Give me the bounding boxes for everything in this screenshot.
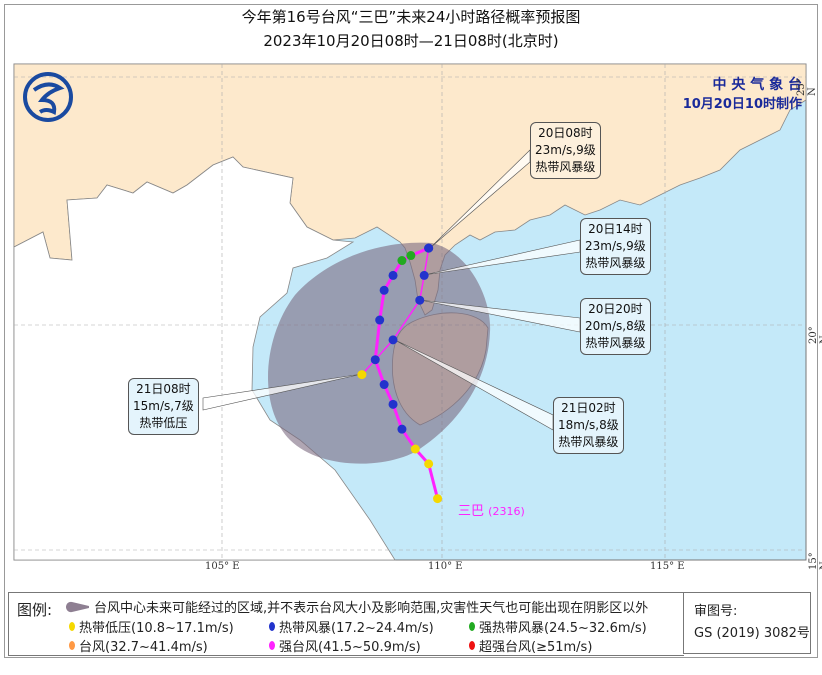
legend: 图例: 台风中心未来可能经过的区域,并不表示台风大小及影响范围,灾害性天气也可能… — [8, 592, 684, 656]
lat-label: 15° N — [808, 552, 822, 570]
legend-label: 热带低压(10.8~17.1m/s) — [79, 621, 234, 636]
typhoon-map — [13, 63, 807, 561]
tropical-storm-icon — [269, 622, 275, 631]
callout-wind: 23m/s,9级 — [535, 143, 596, 157]
legend-title: 图例: — [17, 601, 53, 619]
history-track-point — [375, 315, 385, 325]
history-track-point — [388, 399, 398, 409]
callout-category: 热带风暴级 — [558, 435, 619, 449]
approval-label: 审图号: — [694, 604, 738, 619]
probability-cone — [268, 242, 491, 464]
issue-time: 10月20日10时制作 — [682, 97, 802, 112]
lat-label: 25° N — [796, 78, 818, 96]
callout-wind: 18m/s,8级 — [558, 418, 619, 432]
history-track-point — [406, 251, 416, 261]
legend-item: 热带低压(10.8~17.1m/s) — [69, 617, 234, 636]
lon-label: 110° E — [428, 561, 463, 572]
callout-category: 热带风暴级 — [585, 256, 646, 270]
callout-category: 热带低压 — [139, 416, 188, 430]
forecast-callout: 21日02时 18m/s,8级 热带风暴级 — [553, 397, 624, 454]
forecast-callout: 21日08时 15m/s,7级 热带低压 — [128, 378, 199, 435]
forecast-track-point — [388, 335, 398, 345]
callout-time: 20日08时 — [538, 126, 593, 140]
legend-cone-text: 台风中心未来可能经过的区域,并不表示台风大小及影响范围,灾害性天气也可能出现在阴… — [94, 601, 649, 616]
figure-frame — [4, 4, 818, 658]
page-subtitle: 2023年10月20日08时—21日08时(北京时) — [263, 32, 559, 50]
forecast-track-point — [415, 295, 425, 305]
cma-logo — [23, 72, 73, 122]
severe-tropical-storm-icon — [469, 622, 475, 631]
callout-time: 21日08时 — [136, 382, 191, 396]
typhoon-icon — [69, 641, 75, 650]
history-track-point — [424, 459, 434, 469]
legend-label: 强热带风暴(24.5~32.6m/s) — [479, 621, 647, 636]
typhoon-number: (2316) — [488, 505, 525, 518]
approval-number: GS (2019) 3082号 — [694, 626, 810, 641]
callout-time: 20日20时 — [588, 302, 643, 316]
callout-wind: 20m/s,8级 — [585, 319, 646, 333]
callout-time: 21日02时 — [561, 401, 616, 415]
legend-item: 强热带风暴(24.5~32.6m/s) — [469, 617, 647, 636]
legend-label: 超强台风(≥51m/s) — [479, 640, 593, 655]
legend-item: 热带风暴(17.2~24.4m/s) — [269, 617, 434, 636]
forecast-callout: 20日20时 20m/s,8级 热带风暴级 — [580, 298, 651, 355]
forecast-callout: 20日08时 23m/s,9级 热带风暴级 — [530, 122, 601, 179]
forecast-track-point — [357, 370, 367, 380]
lon-label: 115° E — [650, 561, 685, 572]
history-track-point — [433, 494, 443, 504]
approval-box: 审图号: GS (2019) 3082号 — [683, 592, 811, 654]
forecast-callout: 20日14时 23m/s,9级 热带风暴级 — [580, 218, 651, 275]
history-track-point — [410, 444, 420, 454]
history-track-point — [379, 380, 389, 390]
history-track-point — [388, 270, 398, 280]
legend-item: 超强台风(≥51m/s) — [469, 636, 592, 655]
legend-label: 台风(32.7~41.4m/s) — [79, 640, 208, 655]
legend-item: 台风(32.7~41.4m/s) — [69, 636, 208, 655]
history-track-point — [397, 256, 407, 266]
tropical-depression-icon — [69, 622, 75, 631]
legend-label: 热带风暴(17.2~24.4m/s) — [279, 621, 434, 636]
callout-wind: 23m/s,9级 — [585, 239, 646, 253]
lon-label: 105° E — [205, 561, 240, 572]
legend-label: 强台风(41.5~50.9m/s) — [279, 640, 421, 655]
legend-cone: 台风中心未来可能经过的区域,并不表示台风大小及影响范围,灾害性天气也可能出现在阴… — [64, 597, 648, 616]
typhoon-label: 三巴 (2316) — [458, 500, 525, 519]
cone-icon — [65, 601, 89, 612]
callout-wind: 15m/s,7级 — [133, 399, 194, 413]
typhoon-name: 三巴 — [458, 504, 485, 519]
forecast-track-point — [419, 270, 429, 280]
severe-typhoon-icon — [269, 641, 275, 650]
callout-category: 热带风暴级 — [585, 336, 646, 350]
lat-label: 20° N — [808, 326, 822, 344]
legend-item: 强台风(41.5~50.9m/s) — [269, 636, 421, 655]
history-track-point — [397, 424, 407, 434]
history-track-point — [370, 355, 380, 365]
history-track-point — [379, 285, 389, 295]
agency-name: 中 央 气 象 台 — [712, 77, 803, 93]
callout-category: 热带风暴级 — [535, 160, 596, 174]
page-title: 今年第16号台风“三巴”未来24小时路径概率预报图 — [241, 8, 581, 26]
callout-time: 20日14时 — [588, 222, 643, 236]
forecast-track-point — [424, 243, 434, 253]
super-typhoon-icon — [469, 641, 475, 650]
